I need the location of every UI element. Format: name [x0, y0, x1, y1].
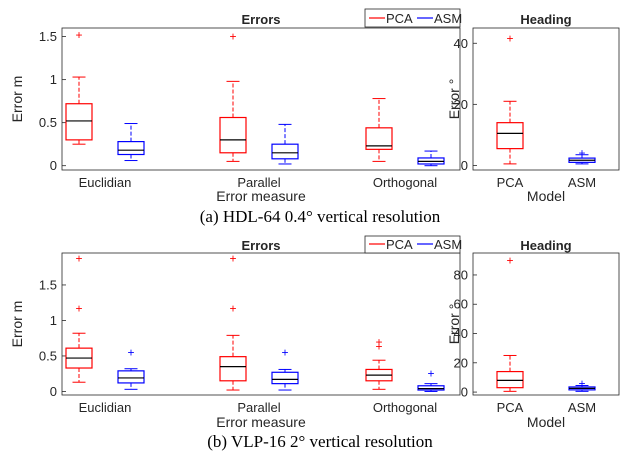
- bottom-errors-ytick-label: 1.5: [39, 277, 57, 292]
- outlier-marker: +: [375, 335, 382, 349]
- legend-asm-label: ASM: [434, 237, 462, 252]
- bottom-errors-box-pca-euclidian: ++: [65, 252, 93, 383]
- outlier-marker: +: [281, 345, 288, 359]
- outlier-marker: +: [75, 301, 82, 315]
- top-errors-ytick-label: 1.5: [39, 29, 57, 44]
- top-errors-box-asm-orthogonal: [417, 150, 445, 167]
- bottom-errors-box-asm-euclidian: +: [117, 345, 145, 390]
- top-errors-ytick-label: 0: [50, 158, 57, 173]
- top-errors-xtick-label: Parallel: [237, 175, 280, 190]
- bottom-errors-legend: PCA ASM: [364, 235, 462, 254]
- bottom-errors-box-pca-parallel: ++: [219, 252, 247, 391]
- outlier-marker: +: [506, 32, 513, 46]
- legend-asm-label: ASM: [434, 11, 462, 26]
- bottom-errors-ytick-label: 0.5: [39, 348, 57, 363]
- outlier-marker: +: [75, 252, 82, 266]
- outlier-marker: +: [375, 340, 382, 354]
- bottom-heading-box-asm: +: [568, 376, 596, 392]
- bottom-errors-xlabel: Error measure: [216, 414, 306, 430]
- iqr-box: [65, 103, 93, 141]
- outlier-marker: +: [127, 345, 134, 359]
- top-errors-title: Errors: [241, 12, 280, 27]
- top-errors-axes: [61, 27, 461, 171]
- top-errors-box-pca-orthogonal: [365, 98, 393, 162]
- iqr-box: [117, 141, 145, 156]
- bottom-errors-title: Errors: [241, 238, 280, 253]
- bottom-errors-xtick-label: Euclidian: [79, 400, 132, 415]
- iqr-box: [496, 122, 524, 150]
- bottom-errors-ytick-label: 1: [50, 313, 57, 328]
- bottom-heading-ytick-label: 40: [454, 326, 468, 341]
- top-errors-ylabel: Error m: [9, 76, 25, 123]
- outlier-marker: +: [578, 146, 585, 160]
- iqr-box: [117, 370, 145, 384]
- iqr-box: [271, 371, 299, 385]
- top-heading-xtick-label: ASM: [568, 175, 596, 190]
- top-errors-xtick-label: Euclidian: [79, 175, 132, 190]
- bottom-heading-ytick-label: 60: [454, 297, 468, 312]
- bottom-errors-ytick-label: 0: [50, 384, 57, 399]
- iqr-box: [219, 116, 247, 154]
- bottom-errors-box-asm-orthogonal: +: [417, 367, 445, 392]
- outlier-marker: +: [75, 28, 82, 42]
- outlier-marker: +: [427, 367, 434, 381]
- bottom-heading-ytick-label: 20: [454, 355, 468, 370]
- iqr-box: [271, 143, 299, 160]
- top-heading-title: Heading: [520, 12, 571, 27]
- top-heading-box-asm: +: [568, 146, 596, 165]
- top-errors-panel: Errors Error measure Error m PCA ASM 0 0.…: [9, 8, 462, 204]
- top-errors-legend: PCA ASM: [364, 8, 462, 28]
- outlier-marker: +: [578, 376, 585, 390]
- bottom-heading-ytick-label: 0: [461, 385, 468, 400]
- top-errors-xlabel: Error measure: [216, 188, 306, 204]
- top-heading-ytick-label: 20: [454, 97, 468, 112]
- bottom-errors-ylabel: Error m: [9, 301, 25, 348]
- bottom-heading-xlabel: Model: [527, 414, 565, 430]
- iqr-box: [417, 385, 445, 391]
- top-errors-xtick-label: Orthogonal: [373, 175, 437, 190]
- bottom-heading-ytick-label: 80: [454, 267, 468, 282]
- top-heading-xtick-label: PCA: [497, 175, 524, 190]
- top-heading-box-pca: +: [496, 32, 524, 165]
- bottom-heading-box-pca: +: [496, 253, 524, 392]
- bottom-heading-ylabel: Error °: [446, 304, 462, 345]
- top-errors-ytick-label: 0.5: [39, 115, 57, 130]
- top-heading-panel: Heading Model Error ° 0 20 40 PCA ASM + +: [446, 12, 620, 204]
- top-heading-axes: [472, 27, 620, 171]
- outlier-marker: +: [506, 253, 513, 267]
- legend-pca-label: PCA: [386, 11, 413, 26]
- top-errors-box-asm-parallel: [271, 123, 299, 165]
- outlier-marker: +: [229, 252, 236, 266]
- top-errors-box-pca-euclidian: +: [65, 28, 93, 145]
- top-heading-ylabel: Error °: [446, 79, 462, 120]
- caption-a: (a) HDL-64 0.4° vertical resolution: [200, 207, 441, 226]
- top-heading-ytick-label: 0: [461, 158, 468, 173]
- bottom-errors-panel: Errors Error measure Error m PCA ASM 0 0.…: [9, 235, 462, 430]
- top-errors-box-asm-euclidian: [117, 123, 145, 162]
- bottom-heading-panel: Heading Model Error ° 0 20 40 60 80 PCA ASM + +: [446, 238, 620, 430]
- top-errors-ytick-label: 1: [50, 72, 57, 87]
- top-heading-ytick-label: 40: [454, 36, 468, 51]
- bottom-heading-xtick-label: PCA: [497, 400, 524, 415]
- bottom-errors-box-asm-parallel: +: [271, 345, 299, 391]
- bottom-heading-axes: [472, 252, 620, 396]
- bottom-heading-xtick-label: ASM: [568, 400, 596, 415]
- legend-pca-label: PCA: [386, 237, 413, 252]
- bottom-errors-xtick-label: Orthogonal: [373, 400, 437, 415]
- legend-box: [364, 235, 461, 254]
- caption-b: (b) VLP-16 2° vertical resolution: [207, 432, 433, 451]
- bottom-errors-xtick-label: Parallel: [237, 400, 280, 415]
- iqr-box: [365, 127, 393, 150]
- outlier-marker: +: [229, 30, 236, 44]
- outlier-marker: +: [229, 301, 236, 315]
- top-heading-xlabel: Model: [527, 188, 565, 204]
- top-errors-box-pca-parallel: +: [219, 30, 247, 162]
- bottom-heading-title: Heading: [520, 238, 571, 253]
- bottom-errors-axes: [61, 252, 461, 396]
- legend-box: [364, 8, 461, 28]
- iqr-box: [496, 370, 524, 389]
- bottom-errors-box-pca-orthogonal: ++: [365, 335, 393, 390]
- iqr-box: [219, 356, 247, 382]
